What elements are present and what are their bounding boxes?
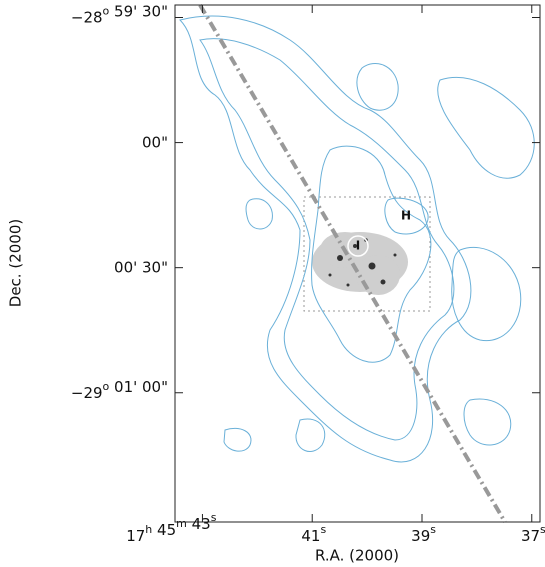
y-tick-label: 00" — [142, 133, 168, 151]
y-tick-label: 00' 30" — [114, 258, 168, 276]
x-tick-label: 39s — [411, 523, 436, 545]
x-tick-label: 41s — [301, 523, 326, 545]
chart: H I R.A. (2000) Dec. (2000) 17h 45m 43s 4… — [0, 0, 545, 567]
image-content: H I — [180, 5, 534, 522]
x-axis-label: R.A. (2000) — [315, 547, 399, 565]
x-tick-label: 17h 45m 43s — [126, 511, 217, 545]
y-axis-label: Dec. (2000) — [7, 219, 25, 307]
x-tick-label: 37s — [521, 523, 545, 545]
annotation: I — [356, 239, 360, 253]
y-tick-label: −29o 01' 00" — [71, 377, 168, 401]
y-tick-label: −28o 59' 30" — [71, 2, 168, 26]
annotation: H — [401, 209, 411, 223]
